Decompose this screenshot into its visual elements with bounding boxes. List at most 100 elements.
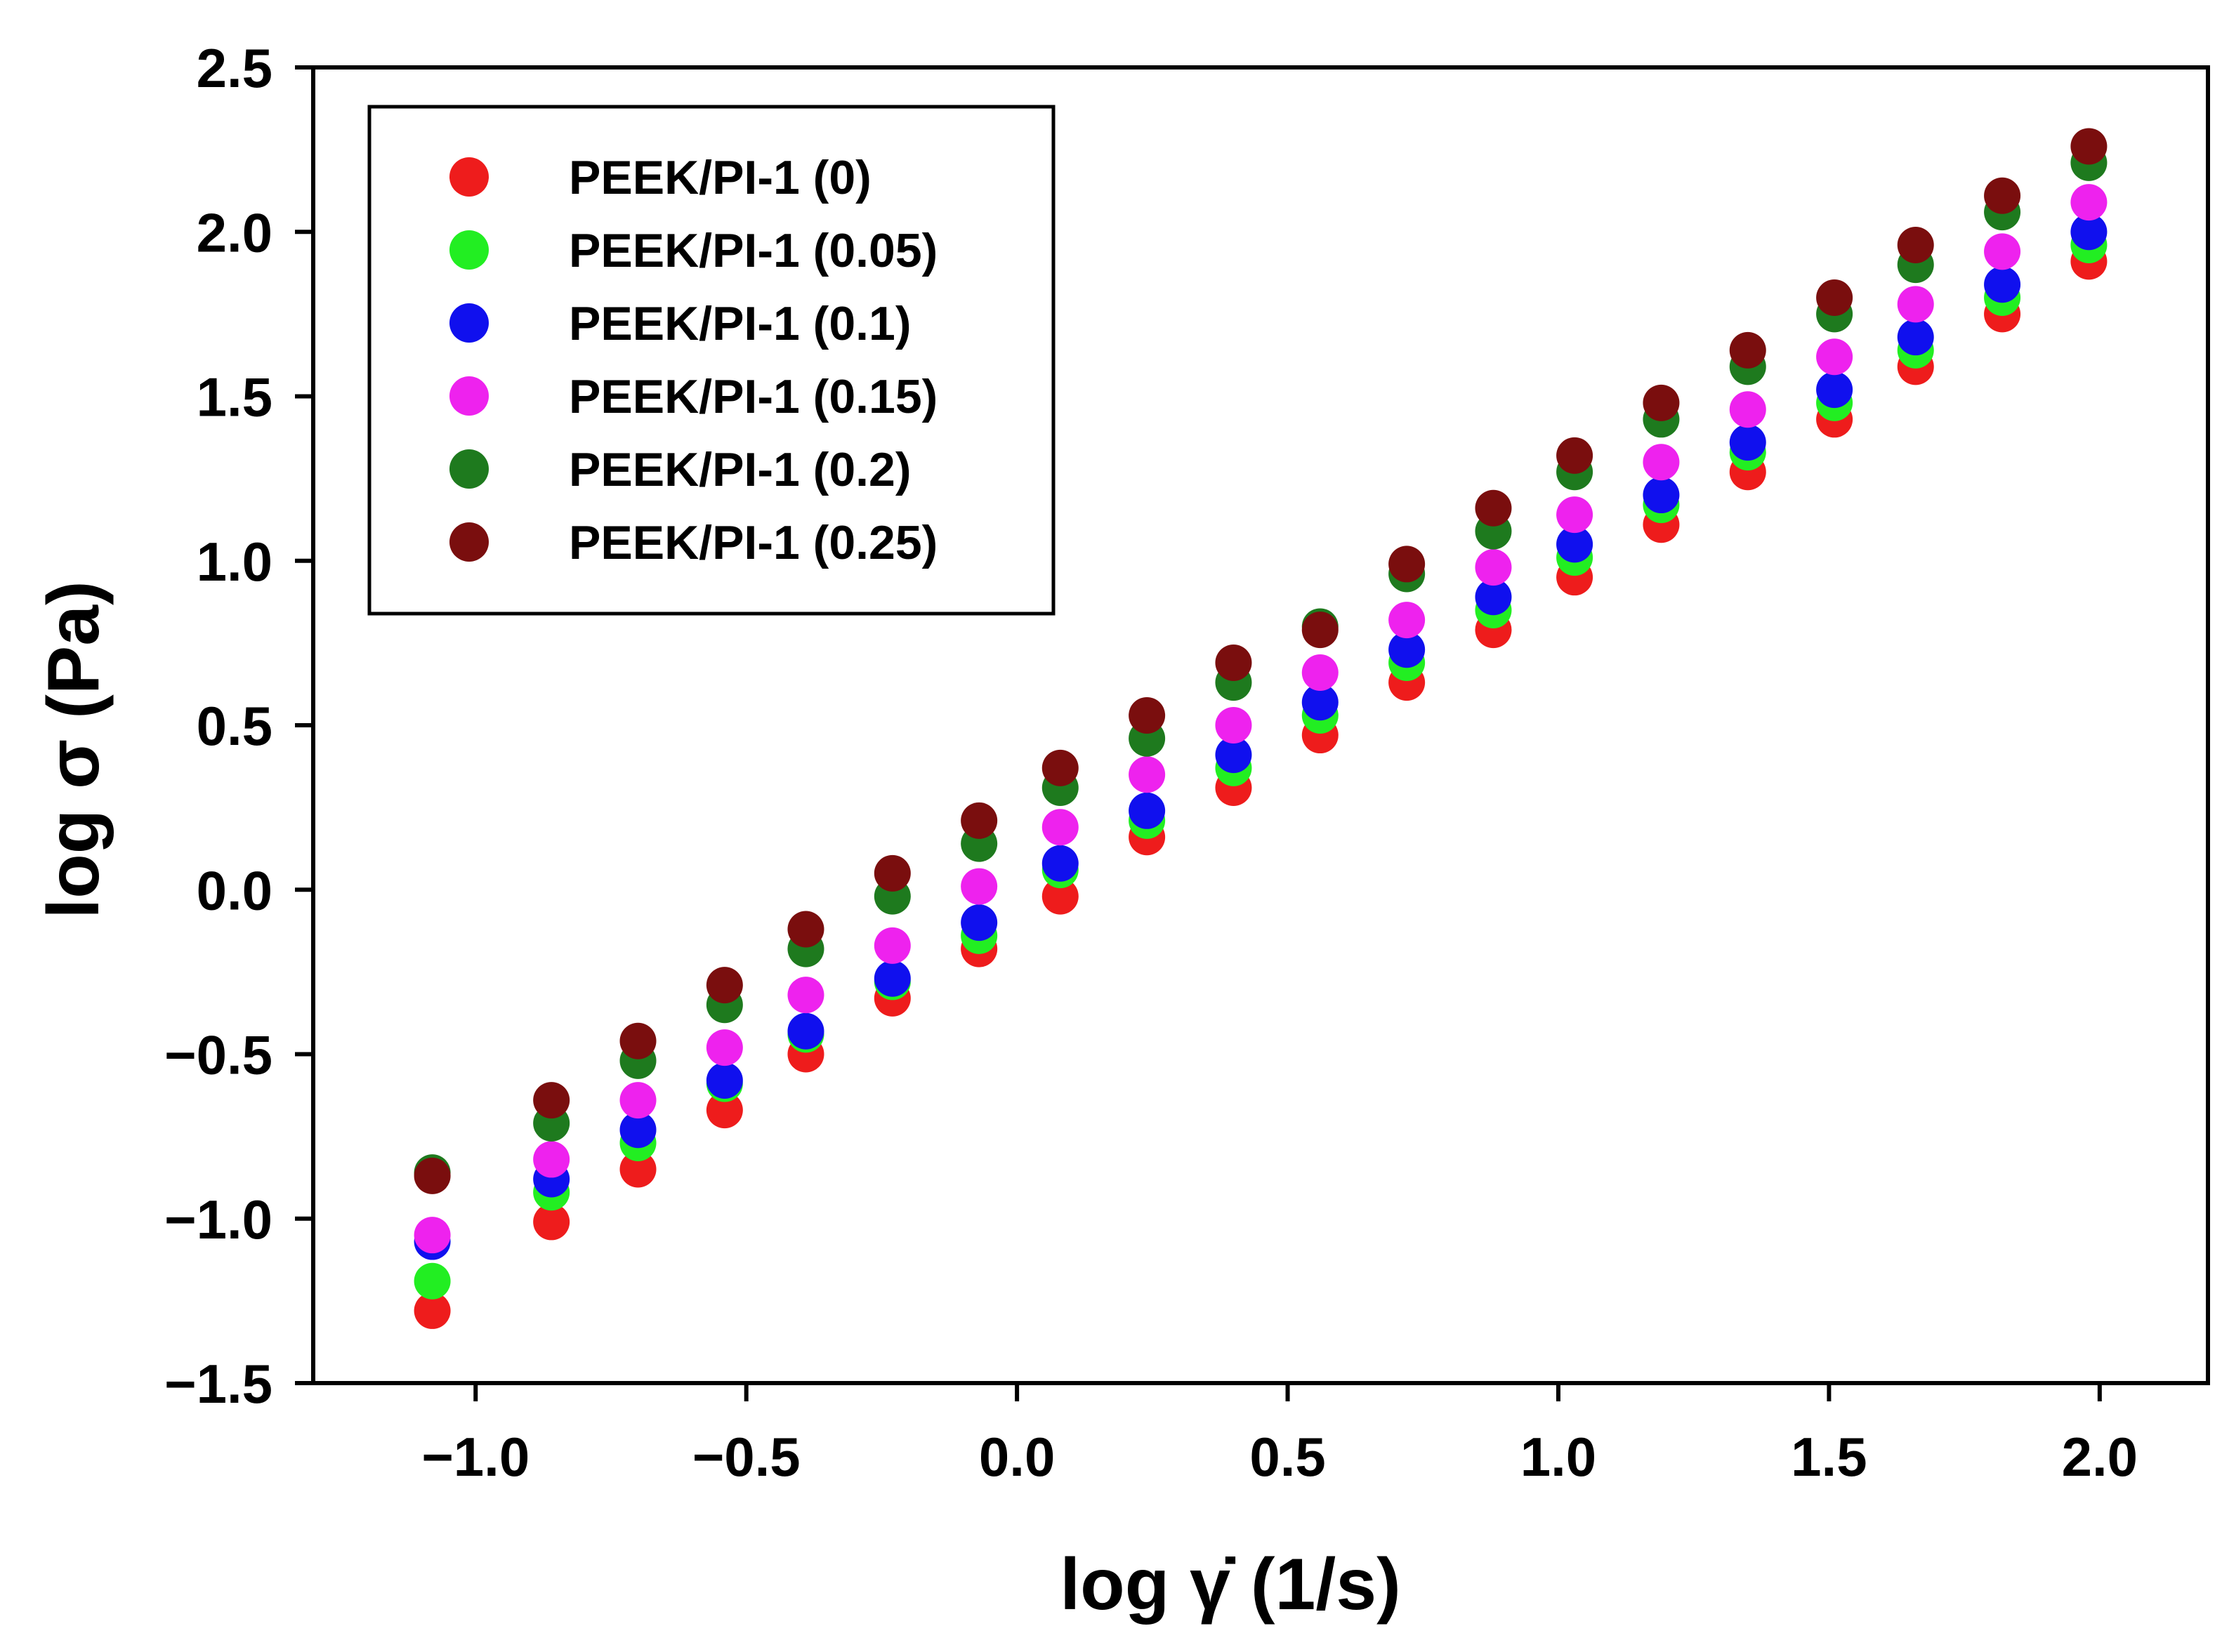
data-point (2070, 213, 2108, 251)
y-tick-label: 1.5 (197, 366, 272, 428)
y-tick-label: −1.0 (164, 1189, 272, 1250)
data-point (1897, 226, 1934, 263)
legend-label: PEEK/PI-1 (0.2) (569, 443, 912, 496)
legend-marker (449, 449, 489, 489)
y-tick-label: 1.0 (197, 531, 272, 593)
data-point (1129, 756, 1166, 793)
legend-label: PEEK/PI-1 (0.1) (569, 297, 912, 350)
x-axis-title: log γ̇ (1/s) (1060, 1544, 1400, 1625)
data-point (1556, 526, 1593, 563)
legend-marker (449, 157, 489, 197)
data-point (619, 1111, 657, 1149)
data-point (1816, 279, 1853, 316)
data-point (1729, 331, 1766, 369)
data-point (533, 1203, 570, 1241)
x-tick-label: −0.5 (692, 1426, 801, 1488)
data-point (706, 1092, 743, 1129)
legend-label: PEEK/PI-1 (0.05) (569, 224, 938, 277)
data-point (2070, 128, 2108, 165)
legend-marker (449, 303, 489, 343)
legend: PEEK/PI-1 (0) PEEK/PI-1 (0.05) PEEK/PI-1 (… (367, 105, 1056, 616)
data-point (1643, 384, 1680, 421)
legend-label: PEEK/PI-1 (0.15) (569, 370, 938, 423)
data-point (706, 1029, 743, 1066)
data-point (1897, 286, 1934, 323)
y-tick-label: 2.0 (197, 201, 272, 263)
data-point (1475, 489, 1512, 527)
data-point (787, 1012, 824, 1050)
data-point (1556, 496, 1593, 534)
data-point (874, 927, 911, 964)
data-point (1984, 233, 2021, 270)
data-point (1816, 338, 1853, 376)
data-point (961, 904, 998, 941)
data-point (1729, 391, 1766, 428)
data-point (533, 1141, 570, 1178)
data-point (1388, 546, 1426, 583)
data-point (1041, 749, 1079, 786)
data-point (1475, 579, 1512, 616)
x-tick-label: 1.5 (1791, 1426, 1867, 1488)
data-point (619, 1022, 657, 1059)
data-point (1984, 177, 2021, 214)
data-point (1984, 266, 2021, 303)
data-point (1041, 878, 1079, 915)
data-point (414, 1157, 451, 1194)
y-tick-label: 0.5 (197, 695, 272, 757)
data-point (961, 802, 998, 839)
data-point (787, 977, 824, 1014)
data-point (1643, 444, 1680, 481)
legend-marker (449, 522, 489, 562)
x-tick-label: 0.0 (979, 1426, 1055, 1488)
data-point (1215, 736, 1252, 774)
data-point (1301, 684, 1339, 721)
data-point (787, 911, 824, 948)
data-point (706, 1062, 743, 1099)
data-point (2070, 184, 2108, 221)
data-point (1388, 631, 1426, 668)
y-tick-label: −0.5 (164, 1024, 272, 1086)
y-tick-label: 0.0 (197, 859, 272, 921)
data-point (414, 1262, 451, 1300)
data-point (533, 1082, 570, 1119)
series-5 (414, 128, 2108, 1194)
data-point (874, 960, 911, 997)
data-points (414, 128, 2108, 1329)
data-point (619, 1082, 657, 1119)
data-point (874, 854, 911, 892)
data-point (1729, 424, 1766, 461)
data-point (619, 1151, 657, 1188)
x-tick-label: 1.0 (1520, 1426, 1596, 1488)
data-point (1041, 845, 1079, 882)
y-axis-ticks: −1.5 −1.0 −0.5 0.0 0.5 1.0 1.5 2.0 2.5 (164, 37, 313, 1415)
y-tick-label: −1.5 (164, 1353, 272, 1415)
data-point (414, 1292, 451, 1329)
data-point (1301, 612, 1339, 649)
data-point (1475, 549, 1512, 586)
data-point (1388, 602, 1426, 639)
x-tick-label: 2.0 (2062, 1426, 2138, 1488)
data-point (706, 967, 743, 1004)
data-point (1643, 477, 1680, 514)
series-3 (414, 184, 2108, 1254)
y-axis-title: log σ (Pa) (33, 581, 114, 918)
y-tick-label: 2.5 (197, 37, 272, 99)
data-point (961, 868, 998, 905)
legend-label: PEEK/PI-1 (0.25) (569, 516, 938, 569)
data-point (1215, 707, 1252, 744)
legend-items: PEEK/PI-1 (0) PEEK/PI-1 (0.05) PEEK/PI-1 (… (449, 151, 938, 569)
data-point (1816, 371, 1853, 409)
data-point (1041, 809, 1079, 846)
legend-label: PEEK/PI-1 (0) (569, 151, 872, 204)
data-point (414, 1217, 451, 1254)
data-point (1556, 437, 1593, 474)
x-axis-ticks: −1.0 −0.5 0.0 0.5 1.0 1.5 2.0 (421, 1383, 2138, 1488)
legend-marker (449, 230, 489, 270)
data-point (1897, 319, 1934, 356)
data-point (1301, 654, 1339, 692)
data-point (1129, 696, 1166, 734)
x-tick-label: 0.5 (1249, 1426, 1325, 1488)
x-tick-label: −1.0 (421, 1426, 530, 1488)
